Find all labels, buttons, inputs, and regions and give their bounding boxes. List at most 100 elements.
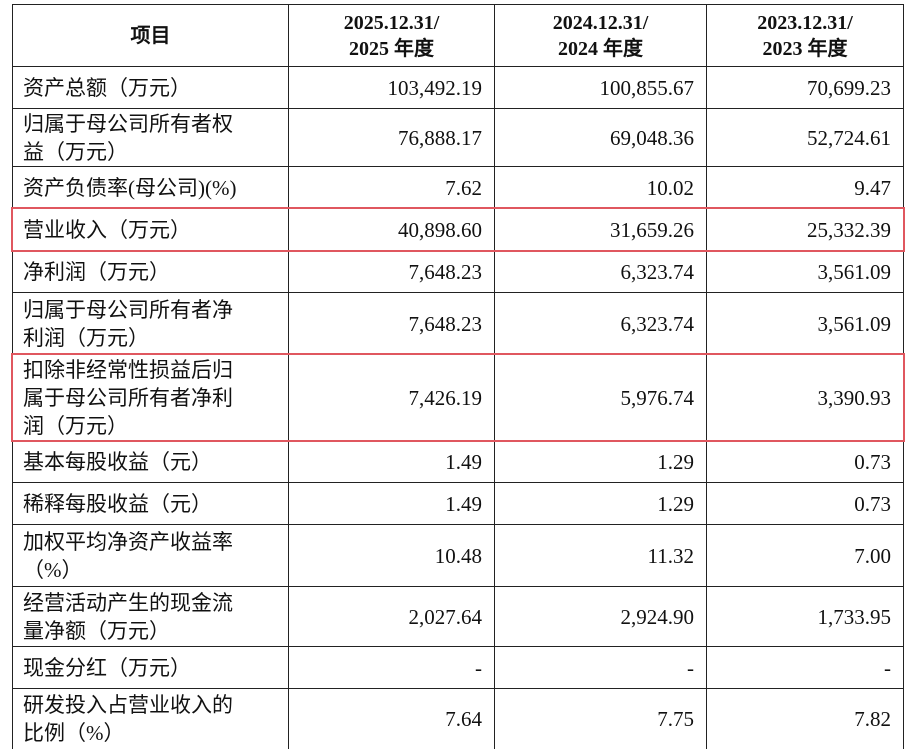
value-text: 31,659.26 [610,217,694,242]
value-text: 10.48 [434,543,482,568]
header-text: 2024 年度 [558,37,643,60]
value-text: 7.00 [854,543,891,568]
value-cell: 6,323.74 [494,292,707,355]
value-text: 1.49 [445,449,482,474]
row-label: 营业收入（万元） [12,208,289,251]
value-text: 25,332.39 [807,217,891,242]
value-text: 10.02 [646,175,694,200]
value-cell: 52,724.61 [706,108,904,167]
value-text: 52,724.61 [807,125,891,150]
row-label: 研发投入占营业收入的比例（%） [12,688,289,749]
row-label: 归属于母公司所有者权益（万元） [12,108,289,167]
row-label: 资产总额（万元） [12,66,289,109]
value-text: 7,648.23 [408,259,483,284]
table-row: 研发投入占营业收入的比例（%） 7.64 7.75 7.82 [12,688,904,749]
value-text: - [884,655,891,680]
row-label: 归属于母公司所有者净利润（万元） [12,292,289,355]
label-text: 营业收入（万元） [23,217,191,242]
table-row: 基本每股收益（元） 1.49 1.29 0.73 [12,440,904,483]
value-cell: 70,699.23 [706,66,904,109]
value-cell: 1,733.95 [706,586,904,647]
value-text: 69,048.36 [610,125,694,150]
table-row: 营业收入（万元） 40,898.60 31,659.26 25,332.39 [12,208,904,251]
value-text: 1.29 [657,491,694,516]
value-cell: 7,648.23 [288,292,495,355]
header-row: 项目 2025.12.31/2025 年度 2024.12.31/2024 年度 20… [12,4,904,67]
value-cell: 103,492.19 [288,66,495,109]
value-text: 1,733.95 [817,604,892,629]
row-label: 现金分红（万元） [12,646,289,689]
value-cell: 25,332.39 [706,208,904,251]
value-text: 76,888.17 [398,125,482,150]
table-row: 资产总额（万元） 103,492.19 100,855.67 70,699.23 [12,66,904,109]
header-cell: 2023.12.31/2023 年度 [706,4,904,67]
value-text: 2,924.90 [620,604,695,629]
value-cell: 40,898.60 [288,208,495,251]
value-text: 11.32 [647,543,694,568]
label-text: 研发投入占营业收入的比例（%） [23,693,233,745]
table-row: 资产负债率(母公司)(%) 7.62 10.02 9.47 [12,166,904,209]
table-row: 归属于母公司所有者净利润（万元） 7,648.23 6,323.74 3,561.09 [12,292,904,355]
header-text: 2025 年度 [349,37,434,60]
header-text: 2025.12.31/ [343,11,440,34]
row-label: 基本每股收益（元） [12,440,289,483]
header-text: 2024.12.31/ [552,11,649,34]
value-cell: 7.00 [706,524,904,587]
row-label: 扣除非经常性损益后归属于母公司所有者净利润（万元） [12,354,289,441]
value-text: 1.29 [657,449,694,474]
value-cell: - [288,646,495,689]
value-cell: 5,976.74 [494,354,707,441]
value-cell: 1.29 [494,440,707,483]
header-text: 项目 [130,24,171,47]
label-text: 扣除非经常性损益后归属于母公司所有者净利润（万元） [23,357,233,438]
value-text: 5,976.74 [620,385,695,410]
value-text: 9.47 [854,175,891,200]
value-cell: 10.02 [494,166,707,209]
label-text: 稀释每股收益（元） [23,491,212,516]
value-cell: 7.64 [288,688,495,749]
value-cell: 7.75 [494,688,707,749]
value-text: 3,390.93 [817,385,892,410]
table-row: 加权平均净资产收益率（%） 10.48 11.32 7.00 [12,524,904,587]
value-cell: 1.49 [288,482,495,525]
value-text: 103,492.19 [387,75,483,100]
value-text: 6,323.74 [620,259,695,284]
header-cell: 项目 [12,4,289,67]
value-cell: 100,855.67 [494,66,707,109]
label-text: 资产负债率(母公司)(%) [23,175,237,200]
label-text: 资产总额（万元） [23,75,191,100]
value-cell: 69,048.36 [494,108,707,167]
header-cell: 2025.12.31/2025 年度 [288,4,495,67]
value-cell: 7,648.23 [288,250,495,293]
row-label: 资产负债率(母公司)(%) [12,166,289,209]
label-text: 经营活动产生的现金流量净额（万元） [23,590,233,643]
value-cell: 11.32 [494,524,707,587]
value-text: 3,561.09 [817,311,892,336]
value-cell: 3,561.09 [706,292,904,355]
value-text: 0.73 [854,449,891,474]
label-text: 归属于母公司所有者权益（万元） [23,111,233,164]
value-cell: 10.48 [288,524,495,587]
table-row: 稀释每股收益（元） 1.49 1.29 0.73 [12,482,904,525]
value-cell: - [494,646,707,689]
value-text: 1.49 [445,491,482,516]
value-cell: - [706,646,904,689]
value-cell: 9.47 [706,166,904,209]
row-label: 经营活动产生的现金流量净额（万元） [12,586,289,647]
value-cell: 1.29 [494,482,707,525]
value-cell: 2,027.64 [288,586,495,647]
value-cell: 76,888.17 [288,108,495,167]
value-text: 7.62 [445,175,482,200]
value-text: 100,855.67 [599,75,695,100]
value-text: - [687,655,694,680]
value-cell: 6,323.74 [494,250,707,293]
value-cell: 2,924.90 [494,586,707,647]
value-cell: 7.62 [288,166,495,209]
row-label: 稀释每股收益（元） [12,482,289,525]
value-text: 3,561.09 [817,259,892,284]
value-cell: 3,561.09 [706,250,904,293]
header-text: 2023.12.31/ [757,11,853,34]
label-text: 归属于母公司所有者净利润（万元） [23,297,233,350]
value-text: 7.75 [657,707,694,731]
